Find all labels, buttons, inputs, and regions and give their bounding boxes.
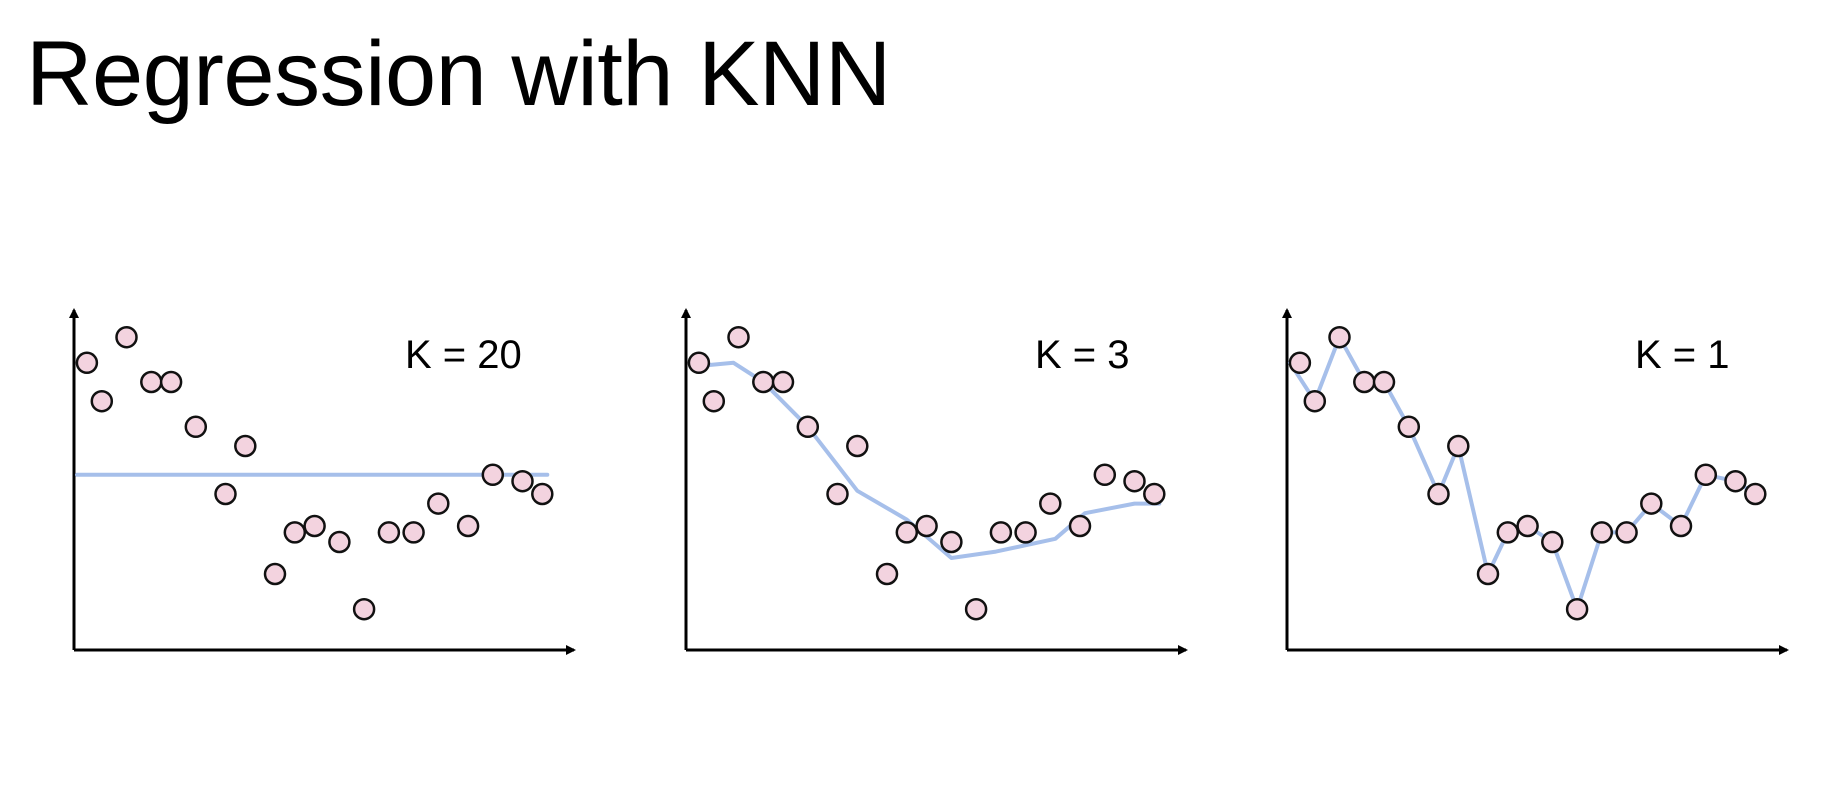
- data-point: [875, 562, 899, 586]
- data-point: [1014, 521, 1037, 544]
- data-point: [184, 415, 208, 439]
- data-point: [1496, 521, 1520, 544]
- data-point: [1303, 389, 1327, 413]
- data-point: [402, 521, 425, 544]
- data-point: [1744, 482, 1767, 506]
- data-point: [1328, 325, 1351, 349]
- k-label: K = 20: [405, 333, 522, 377]
- data-point: [1068, 514, 1092, 538]
- data-point: [752, 370, 775, 394]
- k-label: K = 1: [1635, 333, 1730, 377]
- data-point: [328, 530, 351, 554]
- data-point: [1724, 469, 1747, 493]
- data-point: [702, 389, 726, 413]
- data-point: [1123, 469, 1146, 493]
- knn-panel-k20: K = 20: [69, 308, 576, 655]
- data-point: [1353, 370, 1376, 394]
- data-point: [964, 597, 988, 621]
- data-point: [1694, 463, 1718, 487]
- data-point: [727, 325, 750, 349]
- data-point: [159, 370, 183, 394]
- data-point: [796, 415, 820, 439]
- data-point: [1640, 492, 1663, 515]
- data-point: [1565, 597, 1589, 621]
- data-point: [1669, 514, 1693, 538]
- data-point: [1447, 434, 1470, 458]
- data-point: [427, 492, 450, 515]
- knn-panel-k1: K = 1: [1282, 308, 1789, 655]
- data-point: [1516, 514, 1539, 538]
- data-point: [456, 514, 480, 538]
- data-point: [1541, 530, 1564, 554]
- data-point: [1288, 351, 1312, 375]
- data-point: [377, 521, 401, 544]
- data-point: [511, 469, 534, 493]
- data-point: [1093, 463, 1117, 487]
- data-point: [940, 530, 963, 554]
- data-point: [687, 351, 711, 375]
- data-point: [283, 521, 307, 544]
- data-point: [1476, 562, 1500, 586]
- data-point: [1039, 492, 1062, 515]
- data-point: [915, 514, 938, 538]
- data-point: [1615, 521, 1638, 544]
- data-point: [75, 351, 99, 375]
- data-point: [352, 597, 376, 621]
- data-point: [531, 482, 554, 506]
- data-point: [234, 434, 257, 458]
- data-point: [1143, 482, 1166, 506]
- knn-panel-k3: K = 3: [681, 308, 1188, 655]
- data-point: [115, 325, 138, 349]
- data-point: [989, 521, 1013, 544]
- data-point: [481, 463, 505, 487]
- data-point: [90, 389, 114, 413]
- k-label: K = 3: [1035, 333, 1130, 377]
- data-point: [1372, 370, 1396, 394]
- data-point: [895, 521, 919, 544]
- data-point: [263, 562, 287, 586]
- data-point: [140, 370, 163, 394]
- data-point: [214, 482, 237, 506]
- data-point: [1427, 482, 1450, 506]
- slide-title: Regression with KNN: [26, 23, 891, 125]
- data-point: [846, 434, 869, 458]
- data-point: [1397, 415, 1421, 439]
- data-point: [303, 514, 326, 538]
- data-point: [771, 370, 795, 394]
- data-point: [826, 482, 849, 506]
- data-point: [1590, 521, 1614, 544]
